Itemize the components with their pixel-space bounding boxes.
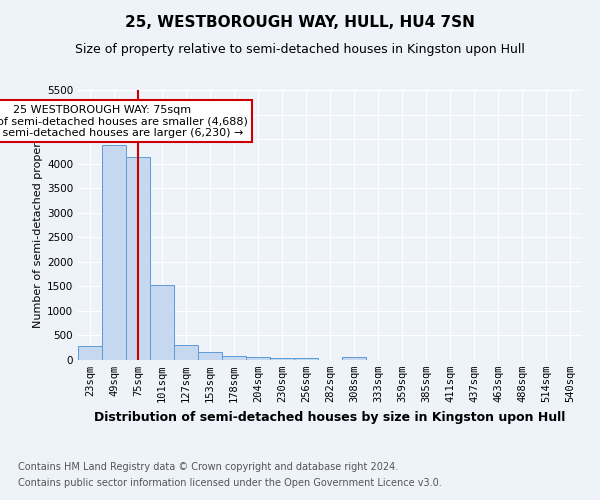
Y-axis label: Number of semi-detached properties: Number of semi-detached properties [33,122,43,328]
Bar [102,145,126,360]
Bar [246,358,270,360]
Bar [126,157,150,360]
Bar [150,285,174,360]
Bar [198,352,222,360]
Text: 25, WESTBOROUGH WAY, HULL, HU4 7SN: 25, WESTBOROUGH WAY, HULL, HU4 7SN [125,15,475,30]
Bar [294,358,318,360]
Text: 25 WESTBOROUGH WAY: 75sqm
← 43% of semi-detached houses are smaller (4,688)
57% : 25 WESTBOROUGH WAY: 75sqm ← 43% of semi-… [0,104,248,138]
Bar [222,356,246,360]
Bar [342,357,366,360]
Text: Contains HM Land Registry data © Crown copyright and database right 2024.: Contains HM Land Registry data © Crown c… [18,462,398,472]
Bar [270,358,294,360]
Bar [78,346,102,360]
X-axis label: Distribution of semi-detached houses by size in Kingston upon Hull: Distribution of semi-detached houses by … [94,410,566,424]
Text: Contains public sector information licensed under the Open Government Licence v3: Contains public sector information licen… [18,478,442,488]
Text: Size of property relative to semi-detached houses in Kingston upon Hull: Size of property relative to semi-detach… [75,42,525,56]
Bar [174,344,198,360]
